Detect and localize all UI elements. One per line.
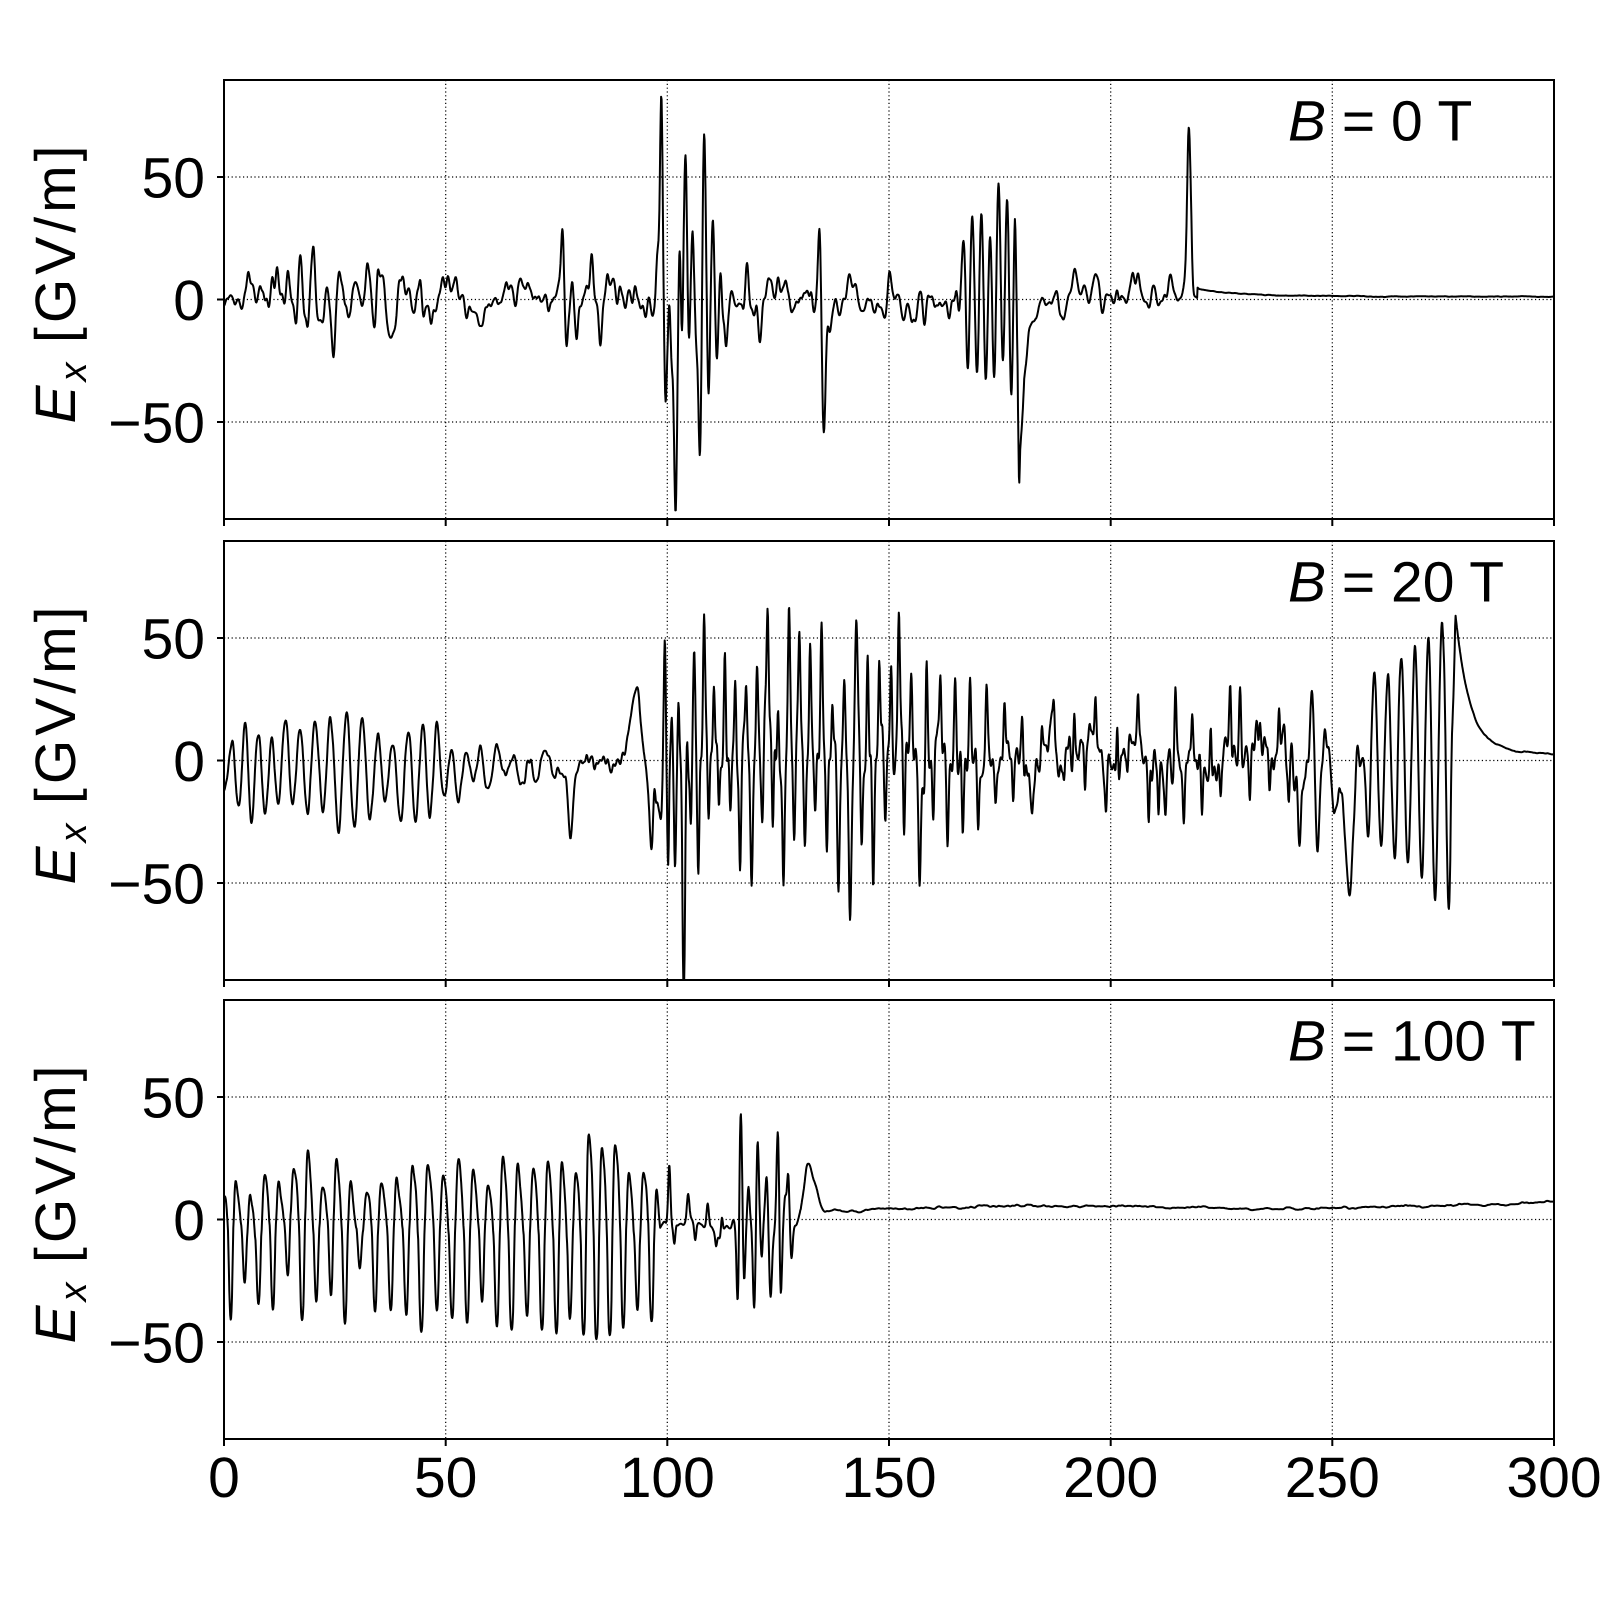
svg-text:150: 150 <box>841 1446 936 1510</box>
svg-text:50: 50 <box>142 1067 205 1131</box>
svg-text:300: 300 <box>1506 1446 1600 1510</box>
svg-text:Ex [GV/m]: Ex [GV/m] <box>24 607 95 885</box>
svg-text:250: 250 <box>1285 1446 1380 1510</box>
svg-text:0: 0 <box>208 1446 240 1510</box>
svg-text:−50: −50 <box>108 1312 205 1376</box>
svg-text:200: 200 <box>1063 1446 1158 1510</box>
svg-text:0: 0 <box>173 730 205 794</box>
svg-text:50: 50 <box>142 608 205 672</box>
svg-text:B = 20 T: B = 20 T <box>1288 551 1504 615</box>
svg-text:B = 100 T: B = 100 T <box>1288 1010 1536 1074</box>
svg-text:50: 50 <box>142 147 205 211</box>
svg-text:0: 0 <box>173 1189 205 1253</box>
svg-text:0: 0 <box>173 269 205 333</box>
svg-text:Ex [GV/m]: Ex [GV/m] <box>24 146 95 424</box>
svg-text:B = 0 T: B = 0 T <box>1288 90 1472 154</box>
svg-text:−50: −50 <box>108 392 205 456</box>
svg-text:50: 50 <box>414 1446 477 1510</box>
svg-text:Ex [GV/m]: Ex [GV/m] <box>24 1066 95 1344</box>
svg-text:100: 100 <box>620 1446 715 1510</box>
svg-text:−50: −50 <box>108 853 205 917</box>
